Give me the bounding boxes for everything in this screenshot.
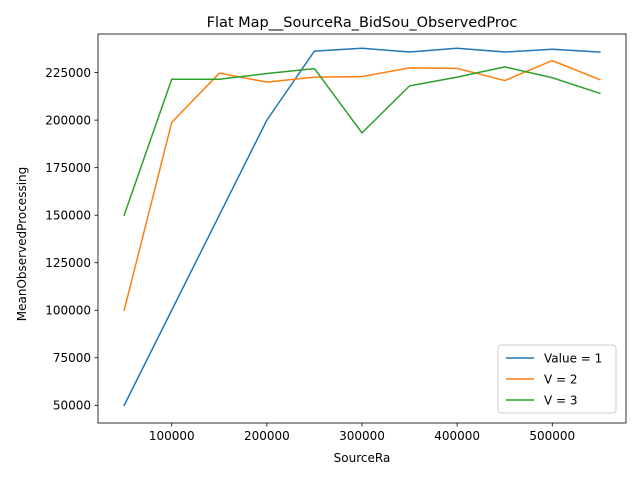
legend-box <box>497 344 617 414</box>
x-tick-label: 100000 <box>149 429 195 443</box>
x-tick-label: 500000 <box>529 429 575 443</box>
legend: Value = 1 V = 2 V = 3 <box>497 344 617 414</box>
legend-label: V = 2 <box>544 372 578 386</box>
y-tick-label: 200000 <box>45 113 91 127</box>
y-axis-label: MeanObservedProcessing <box>15 167 29 322</box>
y-tick-label: 100000 <box>45 304 91 318</box>
series-line-1 <box>123 47 601 407</box>
y-tick-label: 50000 <box>53 399 91 413</box>
chart-title: Flat Map__SourceRa_BidSou_ObservedProc <box>207 15 518 31</box>
x-tick-label: 300000 <box>339 429 385 443</box>
legend-label: V = 3 <box>544 393 578 407</box>
y-tick-label: 125000 <box>45 256 91 270</box>
series-line-2 <box>123 59 601 312</box>
y-tick-label: 150000 <box>45 208 91 222</box>
x-tick-label: 200000 <box>244 429 290 443</box>
x-axis-label: SourceRa <box>334 451 391 465</box>
y-tick-label: 225000 <box>45 66 91 80</box>
legend-label: Value = 1 <box>544 351 602 365</box>
plot-area <box>123 47 601 407</box>
axes: 100000 200000 300000 400000 500000 50000 75000… <box>45 33 627 443</box>
y-tick-label: 175000 <box>45 161 91 175</box>
x-tick-label: 400000 <box>434 429 480 443</box>
series-line-3 <box>123 66 601 217</box>
y-tick-label: 75000 <box>53 351 91 365</box>
